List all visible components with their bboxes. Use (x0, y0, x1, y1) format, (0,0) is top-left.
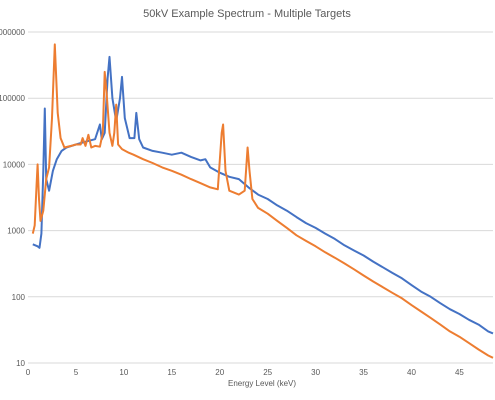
x-tick-label: 0 (26, 368, 31, 377)
series-lines (31, 43, 494, 359)
y-tick-label: 100000 (0, 94, 26, 103)
x-tick-label: 45 (455, 368, 464, 377)
grid-lines (28, 31, 493, 364)
x-tick-label: 25 (263, 368, 272, 377)
y-tick-label: 10 (16, 359, 25, 368)
x-tick-label: 20 (215, 368, 224, 377)
chart-title: 50kV Example Spectrum - Multiple Targets (143, 8, 351, 20)
x-tick-label: 35 (359, 368, 368, 377)
x-tick-labels: 0 5 10 15 20 25 30 35 40 45 (26, 368, 465, 377)
series-line-2 (31, 43, 494, 359)
x-tick-label: 30 (311, 368, 320, 377)
y-tick-label: 100 (12, 293, 26, 302)
y-tick-label: 1000 (7, 227, 25, 236)
x-tick-label: 40 (407, 368, 416, 377)
x-axis-title: Energy Level (keV) (228, 379, 296, 388)
y-tick-label: 10000 (3, 160, 26, 169)
x-tick-label: 10 (119, 368, 128, 377)
x-tick-label: 15 (167, 368, 176, 377)
x-tick-label: 5 (74, 368, 79, 377)
